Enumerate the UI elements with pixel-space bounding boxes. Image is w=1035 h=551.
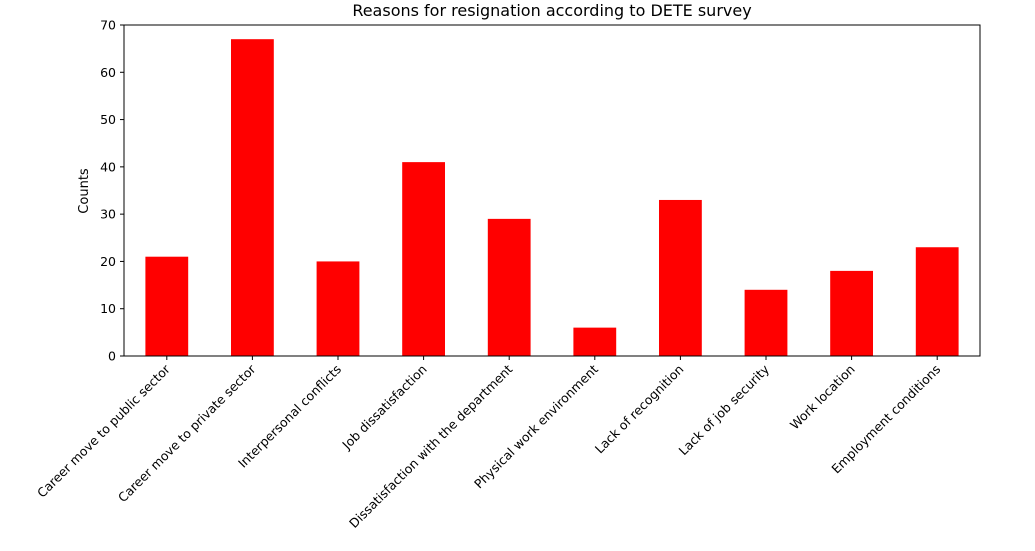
x-tick-label: Lack of job security xyxy=(675,361,772,458)
x-tick-label: Job dissatisfaction xyxy=(338,362,429,453)
y-tick-label: 60 xyxy=(100,65,116,80)
x-tick-label: Lack of recognition xyxy=(592,362,687,457)
bar-2 xyxy=(316,261,360,356)
x-tick-label: Dissatisfaction with the department xyxy=(346,361,515,530)
y-tick-label: 0 xyxy=(108,349,116,364)
bar-6 xyxy=(659,199,702,356)
x-tick-label: Work location xyxy=(787,362,858,433)
bars-group xyxy=(145,39,959,356)
bar-8 xyxy=(830,270,873,356)
chart-title: Reasons for resignation according to DET… xyxy=(352,1,751,20)
plot-frame xyxy=(123,24,981,357)
y-tick-label: 50 xyxy=(100,112,116,127)
bar-9 xyxy=(915,247,959,356)
x-tick-label: Career move to private sector xyxy=(115,361,259,505)
y-tick-label: 20 xyxy=(100,254,116,269)
y-axis-label: Counts xyxy=(77,168,92,214)
bar-1 xyxy=(231,39,274,356)
bar-4 xyxy=(487,218,531,356)
bar-3 xyxy=(402,162,445,356)
bar-0 xyxy=(145,256,189,356)
y-tick-label: 40 xyxy=(100,159,116,174)
y-axis-ticks: 0 10 20 30 40 50 60 70 xyxy=(100,18,124,364)
y-tick-label: 30 xyxy=(100,207,116,222)
y-tick-label: 10 xyxy=(100,301,116,316)
x-tick-label: Career move to public sector xyxy=(34,361,174,501)
bar-5 xyxy=(573,327,617,356)
y-tick-label: 70 xyxy=(100,18,116,33)
bar-7 xyxy=(744,289,788,356)
